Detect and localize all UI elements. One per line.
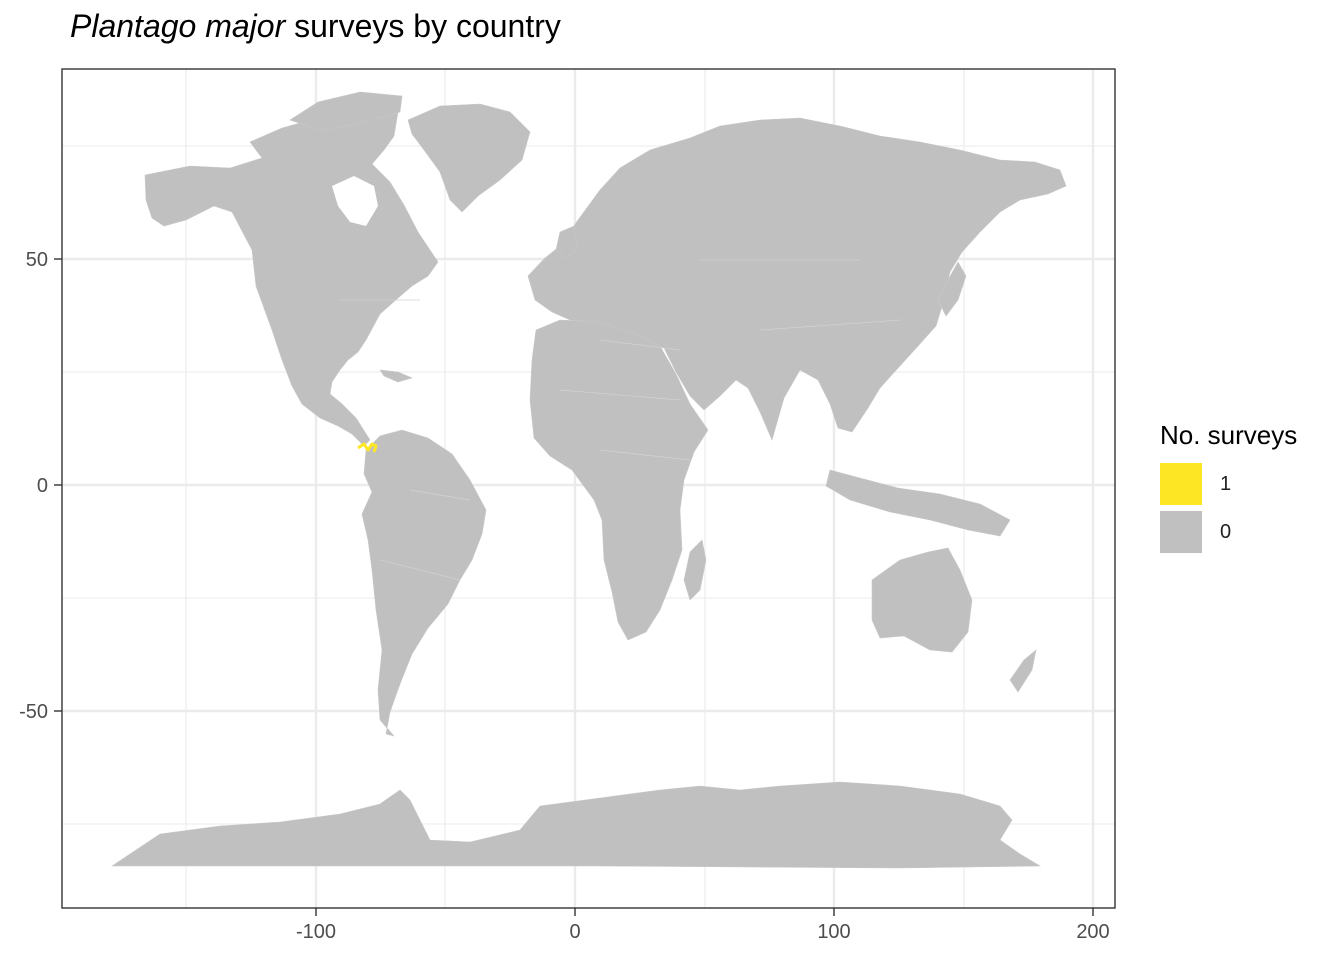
legend-key-1 [1160,463,1202,505]
y-tick-label: 0 [37,475,48,497]
land-masses [111,91,1067,869]
title-rest: surveys by country [285,8,561,44]
hudson-bay [332,176,378,226]
legend-item: 0 [1160,509,1297,555]
x-tick-label: 0 [569,921,580,943]
x-axis: -100 0 100 200 [296,908,1110,943]
new-zealand [1009,649,1037,693]
y-axis: 50 0 -50 [19,249,62,723]
legend-key-0 [1160,511,1202,553]
africa [529,319,709,641]
panel-border [61,68,1116,909]
x-tick-label: 200 [1076,921,1109,943]
y-tick-label: 50 [26,249,48,271]
madagascar [683,539,707,601]
y-tick-label: -50 [19,701,48,723]
legend-label: 0 [1220,520,1232,543]
antarctica [111,781,1042,869]
legend: No. surveys 1 0 [1160,420,1297,557]
japan [937,261,967,317]
legend-title: No. surveys [1160,420,1298,450]
chart-title: Plantago major surveys by country [70,8,561,45]
x-tick-label: 100 [817,921,850,943]
greenland [407,103,531,213]
title-species: Plantago major [70,8,286,44]
southeast-asia-islands [825,469,1011,537]
australia [871,547,973,653]
south-america [361,429,487,737]
legend-item: 1 [1160,461,1297,507]
canadian-arctic-islands [289,91,403,131]
x-tick-label: -100 [296,921,336,943]
british-isles [555,225,579,259]
caribbean-islands [379,369,413,383]
country-boundaries [340,259,901,581]
legend-label: 1 [1220,472,1232,495]
panama-highlight [357,442,378,453]
